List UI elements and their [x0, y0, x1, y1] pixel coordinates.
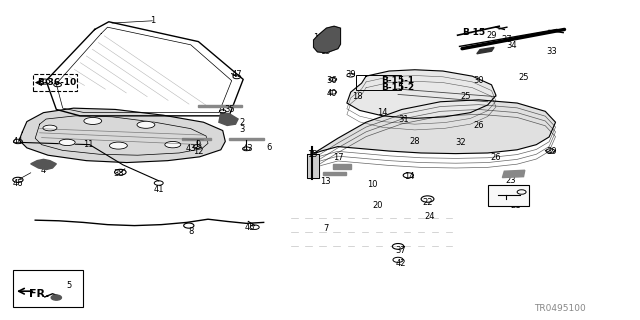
Text: 16: 16 — [314, 33, 324, 42]
Polygon shape — [477, 47, 494, 54]
Text: 26: 26 — [491, 153, 501, 162]
Text: B-15-1: B-15-1 — [381, 76, 415, 85]
Text: 33: 33 — [547, 47, 557, 56]
Text: 41: 41 — [154, 185, 164, 194]
Polygon shape — [314, 26, 340, 53]
Text: 39: 39 — [346, 70, 356, 79]
Polygon shape — [229, 138, 264, 140]
Text: 20: 20 — [372, 201, 383, 210]
Text: 35: 35 — [224, 105, 234, 114]
Text: 25: 25 — [518, 73, 529, 82]
Text: 3: 3 — [239, 125, 244, 134]
Text: 17: 17 — [333, 153, 343, 162]
Text: 47: 47 — [232, 70, 242, 79]
Text: 37: 37 — [396, 246, 406, 255]
Text: 27: 27 — [502, 35, 512, 44]
Text: 5: 5 — [67, 281, 72, 290]
Text: 43: 43 — [186, 144, 196, 153]
Text: 12: 12 — [193, 147, 204, 156]
Text: 4: 4 — [41, 166, 46, 175]
Ellipse shape — [109, 142, 127, 149]
Polygon shape — [19, 108, 225, 163]
Text: 32: 32 — [456, 138, 466, 147]
Polygon shape — [182, 138, 211, 140]
Ellipse shape — [137, 121, 155, 128]
Text: 46: 46 — [13, 179, 23, 188]
Text: 31: 31 — [398, 115, 408, 124]
Text: 9: 9 — [196, 140, 201, 149]
Text: B-15-2: B-15-2 — [381, 83, 415, 92]
Polygon shape — [312, 100, 556, 154]
Text: 22: 22 — [422, 198, 433, 207]
Text: 43: 43 — [243, 144, 253, 153]
Bar — [33, 74, 77, 91]
Ellipse shape — [60, 139, 76, 146]
Text: 28: 28 — [410, 137, 420, 146]
Bar — [356, 75, 401, 90]
Polygon shape — [198, 105, 242, 107]
Text: 21: 21 — [510, 201, 520, 210]
Text: 36: 36 — [518, 188, 529, 197]
Ellipse shape — [165, 141, 181, 148]
Text: B-36-10: B-36-10 — [36, 78, 76, 87]
Text: 1: 1 — [150, 16, 155, 25]
Bar — [488, 185, 529, 206]
Text: 29: 29 — [486, 31, 497, 40]
Bar — [13, 270, 83, 307]
Polygon shape — [219, 113, 238, 125]
Polygon shape — [31, 159, 56, 170]
Text: 11: 11 — [83, 140, 93, 149]
Text: FR.: FR. — [29, 289, 50, 299]
Text: 14: 14 — [404, 172, 415, 181]
Circle shape — [51, 295, 61, 300]
Text: 45: 45 — [244, 223, 255, 232]
Text: 30: 30 — [474, 76, 484, 85]
Polygon shape — [347, 70, 496, 118]
Text: 38: 38 — [113, 169, 124, 178]
Text: 39: 39 — [547, 147, 557, 156]
Text: 10: 10 — [367, 180, 378, 189]
Polygon shape — [323, 172, 346, 175]
Ellipse shape — [84, 117, 102, 124]
Text: 42: 42 — [396, 260, 406, 268]
Text: 40: 40 — [326, 89, 337, 98]
Text: B-15: B-15 — [462, 28, 485, 37]
Text: 36: 36 — [326, 76, 337, 85]
Text: TR0495100: TR0495100 — [534, 304, 586, 313]
Text: 34: 34 — [507, 41, 517, 50]
Text: 26: 26 — [474, 121, 484, 130]
Text: 13: 13 — [320, 177, 330, 186]
Text: 8: 8 — [188, 227, 193, 236]
Text: 7: 7 — [324, 224, 329, 233]
Text: 24: 24 — [425, 212, 435, 221]
Text: 44: 44 — [13, 137, 23, 146]
Ellipse shape — [43, 125, 57, 131]
Text: 25: 25 — [461, 92, 471, 101]
Polygon shape — [307, 154, 319, 178]
Text: 18: 18 — [352, 92, 362, 101]
Text: 6: 6 — [266, 143, 271, 152]
Text: 19: 19 — [320, 47, 330, 56]
Text: 15: 15 — [307, 150, 317, 159]
Text: 14: 14 — [378, 108, 388, 117]
Polygon shape — [333, 164, 351, 169]
Text: 23: 23 — [506, 176, 516, 185]
Text: 2: 2 — [239, 118, 244, 127]
Polygon shape — [502, 170, 525, 178]
